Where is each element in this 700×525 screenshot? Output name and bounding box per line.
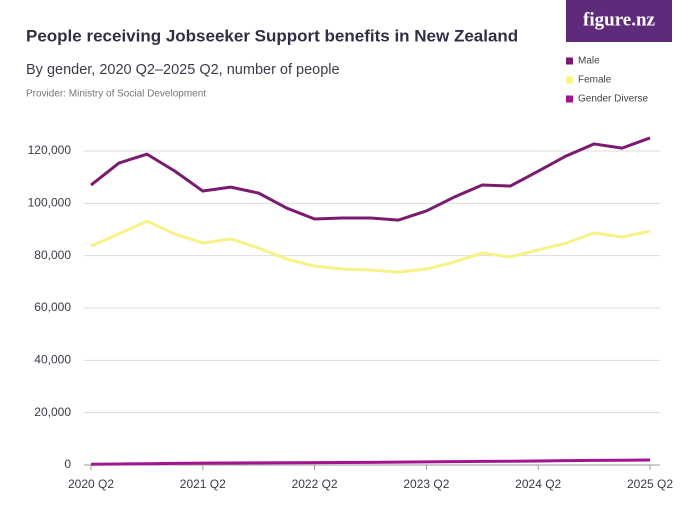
- legend-label: Female: [578, 75, 612, 86]
- x-tick-label: 2024 Q2: [515, 477, 561, 491]
- legend-swatch: [566, 57, 573, 65]
- x-tick-label: 2020 Q2: [68, 477, 114, 491]
- legend-swatch: [566, 76, 573, 84]
- series-line: [90, 219, 651, 274]
- legend-swatch: [566, 95, 573, 103]
- legend-label: Male: [578, 56, 600, 67]
- provider: Provider: Ministry of Social Development: [26, 89, 206, 100]
- y-tick-label: 0: [64, 457, 71, 471]
- y-tick-label: 60,000: [34, 300, 71, 314]
- y-tick-label: 80,000: [34, 248, 71, 262]
- chart-subtitle: By gender, 2020 Q2–2025 Q2, number of pe…: [26, 62, 340, 78]
- x-tick-label: 2025 Q2: [627, 477, 673, 491]
- logo-box: [566, 0, 672, 42]
- x-tick-label: 2023 Q2: [403, 477, 449, 491]
- x-tick-label: 2022 Q2: [292, 477, 338, 491]
- chart-title: People receiving Jobseeker Support benef…: [26, 26, 518, 45]
- series-line: [90, 136, 651, 222]
- y-tick-label: 40,000: [34, 353, 71, 367]
- series-line: [90, 458, 651, 466]
- legend-label: Gender Diverse: [578, 94, 648, 105]
- x-tick-label: 2021 Q2: [180, 477, 226, 491]
- y-tick-label: 120,000: [28, 143, 72, 157]
- y-tick-label: 100,000: [28, 196, 72, 210]
- logo: figure.nz: [583, 9, 656, 30]
- y-tick-label: 20,000: [34, 405, 71, 419]
